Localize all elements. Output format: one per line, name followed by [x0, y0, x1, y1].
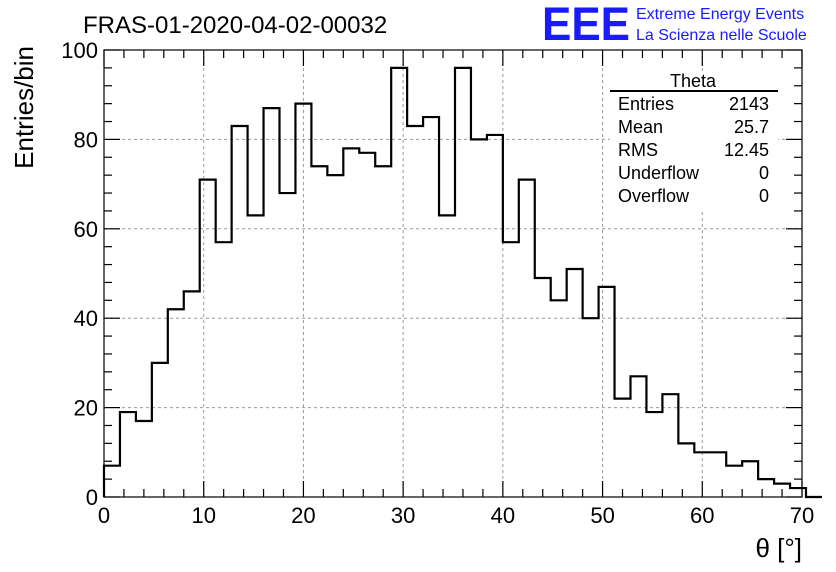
plot-frame — [103, 49, 803, 498]
stats-value-overflow: 0 — [759, 186, 769, 206]
y-axis-label: Entries/bin — [9, 46, 39, 169]
stats-box-title: Theta — [670, 71, 717, 91]
x-tick-label: 50 — [590, 503, 614, 528]
stats-value-entries: 2143 — [729, 94, 769, 114]
x-tick-label: 0 — [98, 503, 110, 528]
stats-label-rms: RMS — [618, 140, 658, 160]
x-axis-label: θ [°] — [755, 533, 802, 563]
chart-title: FRAS-01-2020-04-02-00032 — [83, 12, 387, 39]
grid-lines — [104, 50, 802, 497]
stats-box-background — [610, 72, 778, 212]
y-tick-label: 100 — [61, 38, 98, 63]
y-tick-label: 0 — [86, 485, 98, 510]
x-tick-label: 10 — [191, 503, 215, 528]
stats-value-mean: 25.7 — [734, 117, 769, 137]
stats-label-underflow: Underflow — [618, 163, 700, 183]
y-tick-label: 20 — [74, 396, 98, 421]
y-tick-label: 60 — [74, 217, 98, 242]
eee-logo: EEE Extreme Energy Events La Scienza nel… — [542, 0, 807, 50]
y-tick-label: 40 — [74, 306, 98, 331]
stats-label-entries: Entries — [618, 94, 674, 114]
logo-line1: Extreme Energy Events — [636, 6, 804, 23]
x-tick-label: 60 — [690, 503, 714, 528]
logo-line2: La Scienza nelle Scuole — [636, 27, 807, 44]
tick-labels: 0 10 20 30 40 50 60 70 0 20 40 60 80 100 — [61, 38, 814, 528]
stats-label-mean: Mean — [618, 117, 663, 137]
stats-value-underflow: 0 — [759, 163, 769, 183]
x-tick-label: 70 — [790, 503, 814, 528]
stats-value-rms: 12.45 — [724, 140, 769, 160]
stats-box: Theta Entries 2143 Mean 25.7 RMS 12.45 U… — [610, 71, 778, 212]
x-tick-label: 30 — [391, 503, 415, 528]
x-tick-label: 40 — [491, 503, 515, 528]
logo-mark: EEE — [542, 0, 630, 50]
histogram-series — [102, 66, 822, 499]
stats-label-overflow: Overflow — [618, 186, 690, 206]
y-tick-label: 80 — [74, 127, 98, 152]
x-tick-label: 20 — [291, 503, 315, 528]
